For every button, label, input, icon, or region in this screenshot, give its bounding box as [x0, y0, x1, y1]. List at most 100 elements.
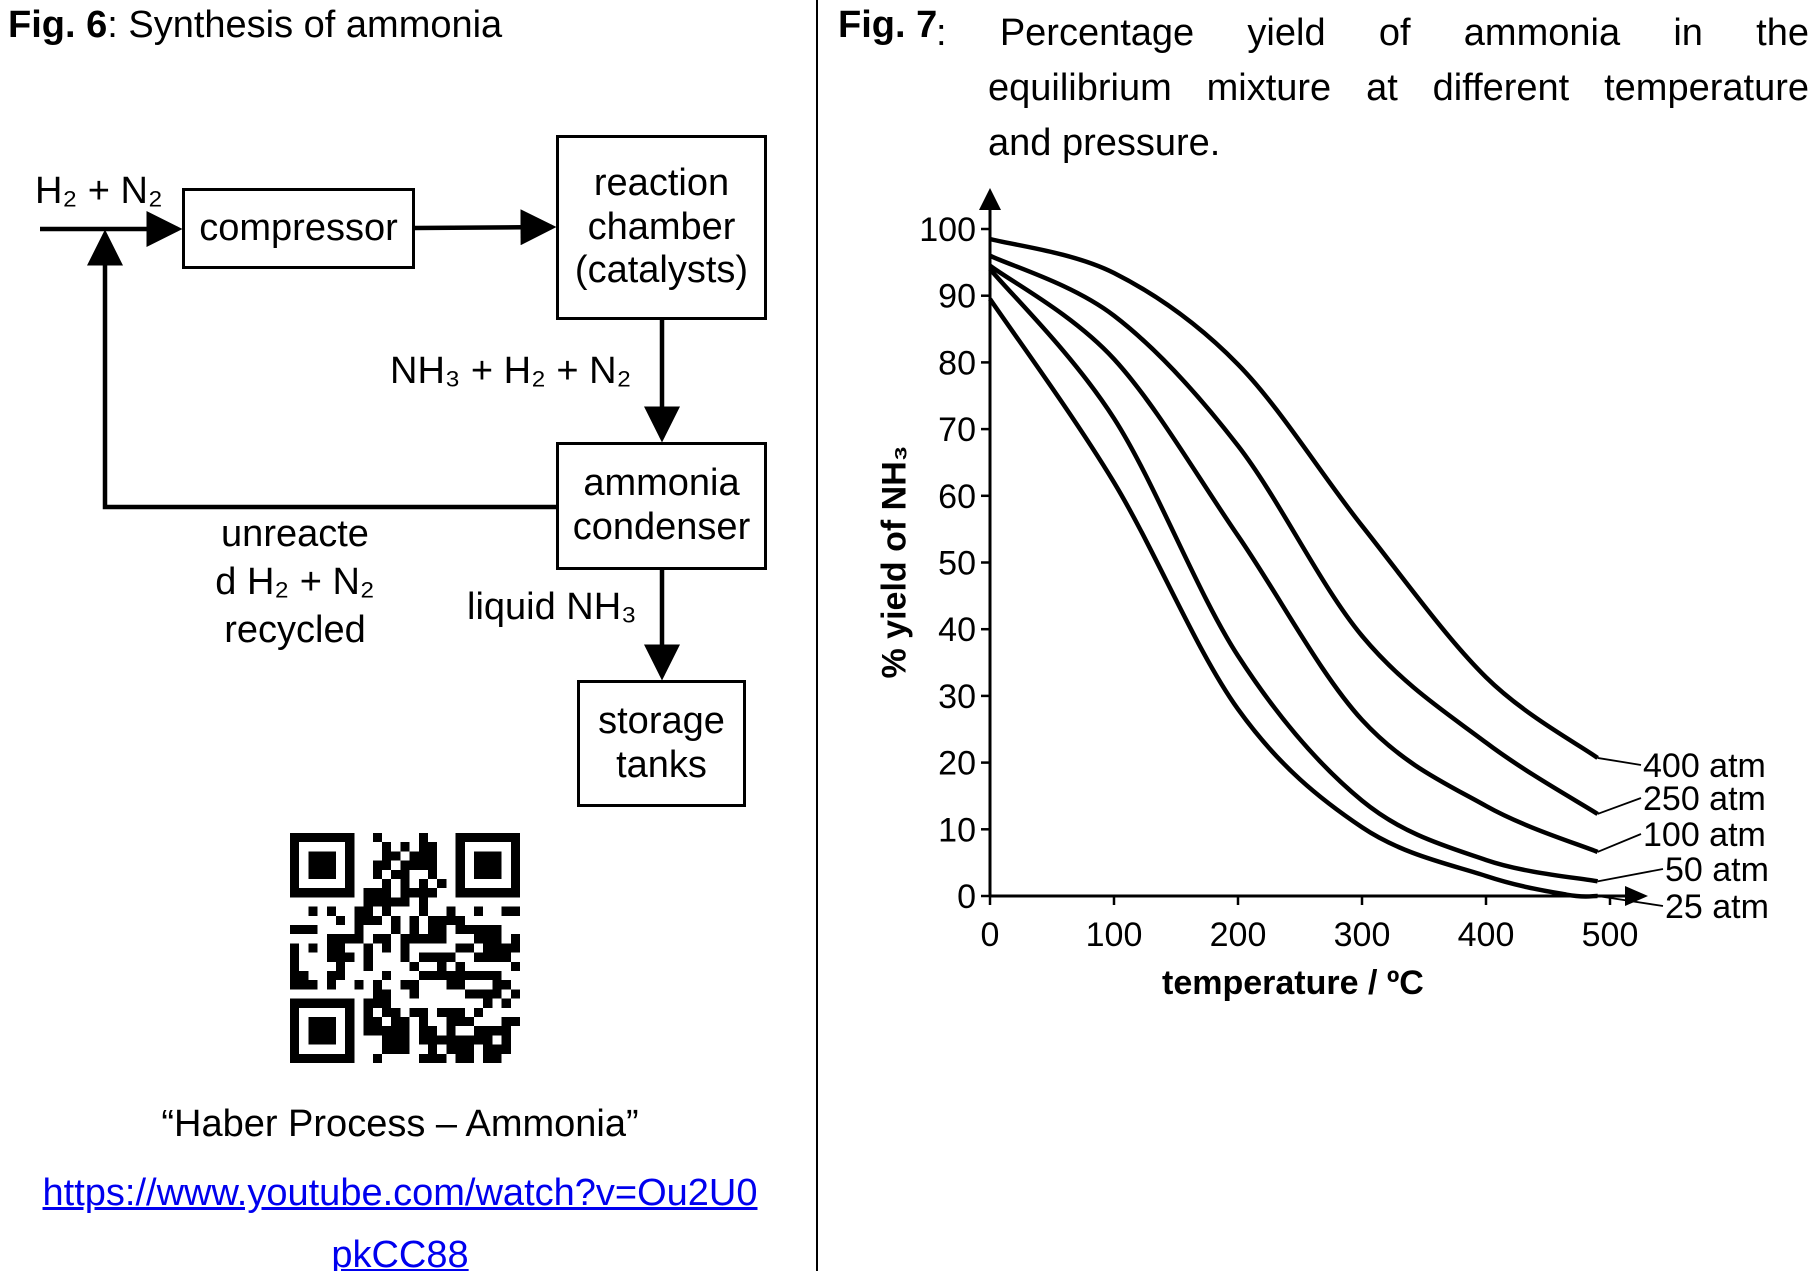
qr-module	[382, 842, 392, 852]
condenser-line: condenser	[572, 506, 751, 548]
qr-module	[409, 1007, 419, 1017]
qr-module	[510, 943, 520, 953]
x-tick-label: 500	[1582, 916, 1639, 954]
qr-module	[400, 888, 410, 898]
qr-module	[409, 961, 419, 971]
qr-module	[382, 1044, 392, 1054]
qr-module	[382, 888, 392, 898]
qr-module	[372, 833, 382, 843]
qr-module	[372, 860, 382, 870]
qr-module	[501, 906, 511, 916]
qr-module	[326, 971, 336, 981]
y-tick-label: 90	[938, 278, 976, 316]
y-tick-label: 60	[938, 478, 976, 516]
qr-module	[336, 934, 346, 944]
x-tick-label: 300	[1334, 916, 1391, 954]
qr-module	[483, 934, 493, 944]
qr-module	[418, 842, 428, 852]
reaction-chamber-line: reaction	[593, 161, 730, 204]
qr-module	[372, 869, 382, 879]
qr-module	[501, 1044, 511, 1054]
qr-module	[474, 1007, 484, 1017]
qr-module	[400, 842, 410, 852]
qr-code[interactable]	[289, 833, 521, 1063]
fig7-label: Fig. 7	[838, 6, 937, 44]
qr-module	[428, 1053, 438, 1063]
qr-module	[391, 915, 401, 925]
qr-module	[474, 971, 484, 981]
qr-module	[446, 980, 456, 990]
video-link-line[interactable]: pkCC88	[331, 1234, 469, 1271]
qr-module	[290, 925, 300, 935]
recycle-label-line: recycled	[224, 609, 366, 651]
qr-module	[437, 1007, 447, 1017]
compressor-label: compressor	[199, 206, 398, 249]
qr-module	[308, 943, 318, 953]
qr-module	[418, 1053, 428, 1063]
qr-module	[382, 897, 392, 907]
recycle-line	[87, 229, 556, 510]
storage-line: storage	[598, 699, 725, 742]
qr-module	[372, 934, 382, 944]
qr-module	[510, 1017, 520, 1027]
qr-module	[446, 906, 456, 916]
y-tick-label: 20	[938, 745, 976, 783]
qr-module	[382, 998, 392, 1008]
qr-module	[437, 952, 447, 962]
qr-module	[409, 989, 419, 999]
recycle-label-line: d H₂ + N₂	[215, 561, 375, 603]
qr-module	[455, 925, 465, 935]
qr-module	[437, 879, 447, 889]
qr-module	[382, 851, 392, 861]
qr-module	[372, 1053, 382, 1063]
qr-module	[290, 961, 300, 971]
reaction-chamber-line: chamber	[587, 205, 736, 248]
qr-module	[428, 1035, 438, 1045]
video-link-line[interactable]: https://www.youtube.com/watch?v=Ou2U0	[42, 1172, 758, 1214]
series-line-100-atm	[988, 263, 1599, 855]
qr-module	[363, 1026, 373, 1036]
qr-module	[372, 897, 382, 907]
qr-module	[510, 934, 520, 944]
qr-module	[492, 1053, 502, 1063]
series-leader-line	[1597, 895, 1664, 907]
qr-module	[336, 971, 346, 981]
series-line-250-atm	[989, 253, 1599, 816]
qr-module	[299, 980, 309, 990]
video-link[interactable]: https://www.youtube.com/watch?v=Ou2U0 pk…	[0, 1166, 800, 1271]
qr-module	[418, 888, 428, 898]
qr-module	[391, 1035, 401, 1045]
qr-module	[326, 906, 336, 916]
qr-module	[391, 1044, 401, 1054]
qr-module	[409, 934, 419, 944]
qr-module	[400, 1017, 410, 1027]
qr-module	[326, 934, 336, 944]
qr-module	[382, 906, 392, 916]
divider	[816, 0, 818, 1271]
y-tick-label: 30	[938, 678, 976, 716]
qr-module	[428, 860, 438, 870]
series-line-400-atm	[989, 236, 1599, 760]
qr-module	[418, 1026, 428, 1036]
qr-module	[428, 925, 438, 935]
qr-module	[391, 1026, 401, 1036]
qr-module	[446, 1017, 456, 1027]
series-leader-line	[1597, 868, 1664, 883]
reactor-output-label: NH₃ + H₂ + N₂	[390, 350, 632, 392]
fig7-caption-line: and pressure.	[988, 122, 1221, 164]
qr-module	[474, 989, 484, 999]
series-label: 250 atm	[1643, 780, 1766, 818]
qr-module	[382, 1035, 392, 1045]
qr-module	[391, 925, 401, 935]
qr-module	[483, 971, 493, 981]
qr-module	[290, 971, 300, 981]
qr-module	[363, 888, 373, 898]
qr-module	[372, 915, 382, 925]
qr-module	[418, 879, 428, 889]
qr-module	[363, 952, 373, 962]
qr-module	[418, 952, 428, 962]
qr-module	[299, 971, 309, 981]
qr-module	[409, 915, 419, 925]
qr-module	[464, 989, 474, 999]
